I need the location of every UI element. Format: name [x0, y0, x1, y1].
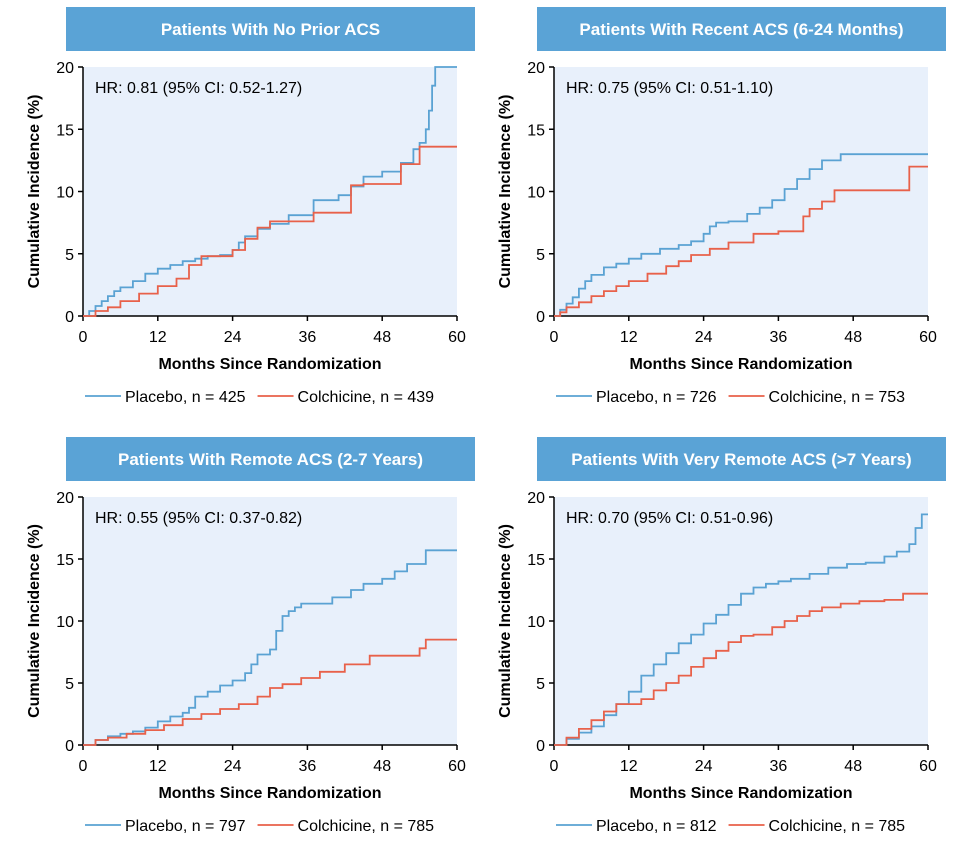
x-tick-label: 36: [299, 329, 317, 346]
chart-title: Patients With Remote ACS (2-7 Years): [118, 450, 423, 469]
y-tick-label: 15: [527, 552, 545, 569]
y-tick-label: 20: [527, 60, 545, 77]
y-tick-label: 20: [527, 490, 545, 507]
series-line-colchicine: [554, 592, 928, 746]
x-axis-title: Months Since Randomization: [158, 356, 381, 373]
x-axis-title: Months Since Randomization: [629, 356, 852, 373]
title-banner: [66, 7, 475, 51]
y-tick-label: 15: [527, 122, 545, 139]
x-tick-label: 48: [373, 329, 391, 346]
x-tick-label: 24: [224, 329, 242, 346]
y-tick-label: 10: [56, 185, 74, 202]
legend-label-colchicine: Colchicine, n = 753: [769, 389, 906, 406]
series-line-placebo: [83, 66, 457, 317]
x-axis-title: Months Since Randomization: [629, 785, 852, 802]
y-tick-label: 10: [56, 614, 74, 631]
legend-label-placebo: Placebo, n = 726: [596, 389, 717, 406]
x-tick-label: 12: [620, 329, 638, 346]
x-tick-label: 12: [149, 329, 167, 346]
x-tick-label: 60: [919, 329, 937, 346]
y-axis-title: Cumulative Incidence (%): [497, 95, 514, 289]
series-line-colchicine: [83, 638, 457, 746]
legend-label-placebo: Placebo, n = 425: [125, 389, 246, 406]
y-tick-label: 10: [527, 614, 545, 631]
x-tick-label: 12: [620, 758, 638, 775]
x-tick-label: 24: [224, 758, 242, 775]
series-line-placebo: [83, 549, 457, 746]
hazard-ratio-annotation: HR: 0.70 (95% CI: 0.51-0.96): [566, 510, 773, 527]
legend-label-placebo: Placebo, n = 797: [125, 818, 246, 835]
chart-panel-2: Patients With Recent ACS (6-24 Months) 0 5…: [497, 7, 946, 406]
title-banner: [66, 437, 475, 481]
y-axis-title: Cumulative Incidence (%): [26, 95, 43, 289]
x-tick-label: 36: [770, 758, 788, 775]
y-axis-title: Cumulative Incidence (%): [26, 524, 43, 718]
y-tick-label: 20: [56, 490, 74, 507]
legend-label-placebo: Placebo, n = 812: [596, 818, 717, 835]
y-tick-label: 5: [536, 247, 545, 264]
y-tick-label: 5: [65, 676, 74, 693]
x-tick-label: 48: [373, 758, 391, 775]
x-tick-label: 24: [695, 758, 713, 775]
series-line-colchicine: [83, 145, 457, 317]
plot-area: [554, 67, 928, 316]
y-tick-label: 15: [56, 122, 74, 139]
hazard-ratio-annotation: HR: 0.55 (95% CI: 0.37-0.82): [95, 510, 302, 527]
legend-label-colchicine: Colchicine, n = 785: [769, 818, 906, 835]
x-tick-label: 24: [695, 329, 713, 346]
legend-label-colchicine: Colchicine, n = 785: [298, 818, 435, 835]
chart-title: Patients With No Prior ACS: [161, 20, 380, 39]
y-tick-label: 15: [56, 552, 74, 569]
y-tick-label: 0: [536, 738, 545, 755]
y-tick-label: 0: [536, 309, 545, 326]
x-tick-label: 36: [770, 329, 788, 346]
x-tick-label: 60: [448, 329, 466, 346]
plot-area: [554, 497, 928, 745]
y-tick-label: 10: [527, 185, 545, 202]
x-tick-label: 48: [844, 329, 862, 346]
title-banner: [537, 437, 946, 481]
plot-area: [83, 497, 457, 745]
y-tick-label: 0: [65, 309, 74, 326]
series-line-placebo: [554, 153, 928, 317]
x-tick-label: 12: [149, 758, 167, 775]
x-tick-label: 0: [79, 758, 88, 775]
y-tick-label: 0: [65, 738, 74, 755]
x-tick-label: 0: [79, 329, 88, 346]
hazard-ratio-annotation: HR: 0.81 (95% CI: 0.52-1.27): [95, 80, 302, 97]
x-tick-label: 36: [299, 758, 317, 775]
y-tick-label: 5: [536, 676, 545, 693]
chart-panel-3: Patients With Remote ACS (2-7 Years) 0 5 10…: [26, 437, 475, 835]
y-tick-label: 5: [65, 247, 74, 264]
series-line-colchicine: [554, 165, 928, 317]
y-tick-label: 20: [56, 60, 74, 77]
x-tick-label: 60: [448, 758, 466, 775]
chart-panel-4: Patients With Very Remote ACS (>7 Years)…: [497, 437, 946, 835]
x-tick-label: 48: [844, 758, 862, 775]
hazard-ratio-annotation: HR: 0.75 (95% CI: 0.51-1.10): [566, 80, 773, 97]
chart-title: Patients With Very Remote ACS (>7 Years): [571, 450, 911, 469]
title-banner: [537, 7, 946, 51]
x-axis-title: Months Since Randomization: [158, 785, 381, 802]
x-tick-label: 60: [919, 758, 937, 775]
legend-label-colchicine: Colchicine, n = 439: [298, 389, 435, 406]
y-axis-title: Cumulative Incidence (%): [497, 524, 514, 718]
chart-title: Patients With Recent ACS (6-24 Months): [579, 20, 903, 39]
plot-area: [83, 67, 457, 316]
x-tick-label: 0: [550, 329, 559, 346]
x-tick-label: 0: [550, 758, 559, 775]
chart-panel-1: Patients With No Prior ACS 0 5 10 15 20 0 12 24 3…: [26, 7, 475, 406]
